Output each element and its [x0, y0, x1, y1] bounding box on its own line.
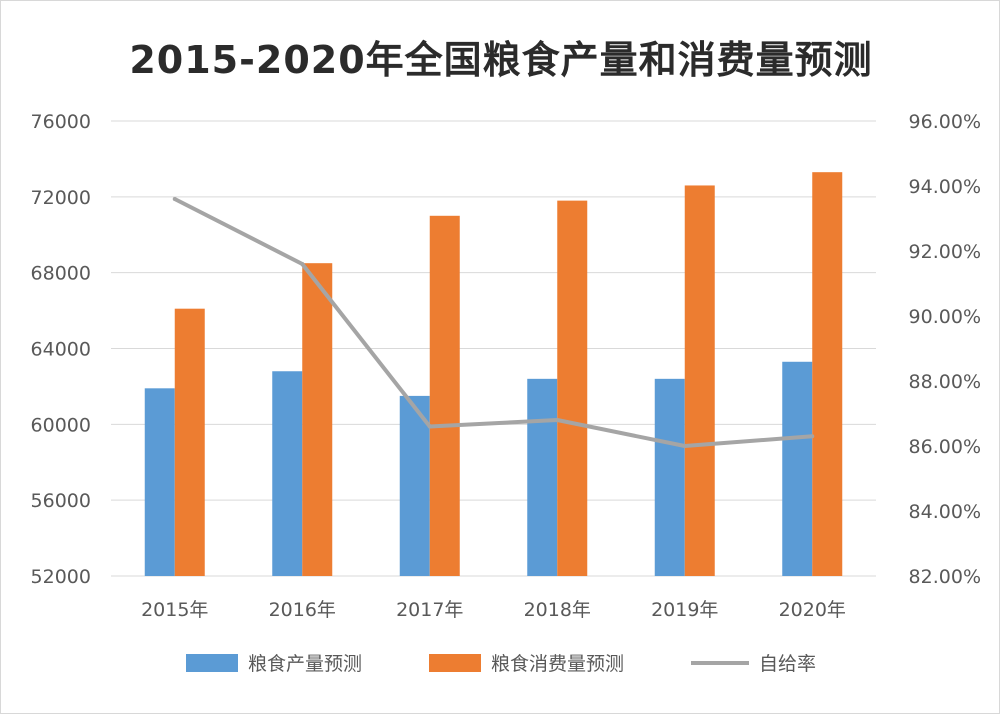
bar-production [782, 361, 813, 576]
bar-production [399, 395, 430, 576]
y-left-tick-label: 68000 [31, 263, 91, 285]
line-point [682, 444, 687, 448]
y-right-tick-label: 96.00% [909, 111, 981, 133]
y-right-tick-label: 94.00% [909, 176, 981, 198]
line-point [555, 418, 560, 422]
y-right-tick-label: 88.00% [909, 371, 981, 393]
bar-consumption [684, 185, 715, 577]
y-left-tick-label: 64000 [31, 339, 91, 361]
y-left-tick-label: 56000 [31, 490, 91, 512]
line-point [172, 197, 177, 201]
legend-consumption-label: 粮食消费量预测 [491, 653, 624, 675]
bar-production [144, 388, 175, 576]
bar-production [272, 371, 303, 576]
line-point [300, 262, 305, 266]
bar-production [654, 378, 685, 576]
self-sufficiency-line [173, 197, 813, 448]
y-right-tick-label: 84.00% [909, 501, 981, 523]
y-right-tick-label: 82.00% [909, 566, 981, 588]
bar-consumption [557, 200, 588, 576]
chart-title: 2015-2020年全国粮食产量和消费量预测 [129, 38, 873, 82]
legend-self-sufficiency-label: 自给率 [759, 653, 816, 675]
legend-production-swatch [186, 654, 238, 672]
x-tick-label: 2019年 [651, 599, 718, 621]
legend-consumption-swatch [429, 654, 481, 672]
legend-production-label: 粮食产量预测 [248, 653, 362, 675]
y-right-tick-label: 90.00% [909, 306, 981, 328]
x-tick-label: 2017年 [396, 599, 463, 621]
x-tick-label: 2015年 [141, 599, 208, 621]
bar-consumption [429, 215, 460, 576]
bar-consumption [174, 308, 205, 576]
y-left-tick-label: 72000 [31, 187, 91, 209]
x-tick-label: 2016年 [269, 599, 336, 621]
x-tick-label: 2018年 [524, 599, 591, 621]
y-left-tick-label: 52000 [31, 566, 91, 588]
y-right-tick-label: 92.00% [909, 241, 981, 263]
y-left-tick-label: 60000 [31, 414, 91, 436]
bar-production [527, 378, 558, 576]
x-tick-label: 2020年 [779, 599, 846, 621]
line-point [427, 424, 432, 429]
bar-consumption [812, 172, 843, 576]
bar-consumption [302, 263, 333, 576]
y-left-tick-label: 76000 [31, 111, 91, 133]
line-point [810, 434, 815, 439]
y-right-tick-label: 86.00% [909, 436, 981, 458]
